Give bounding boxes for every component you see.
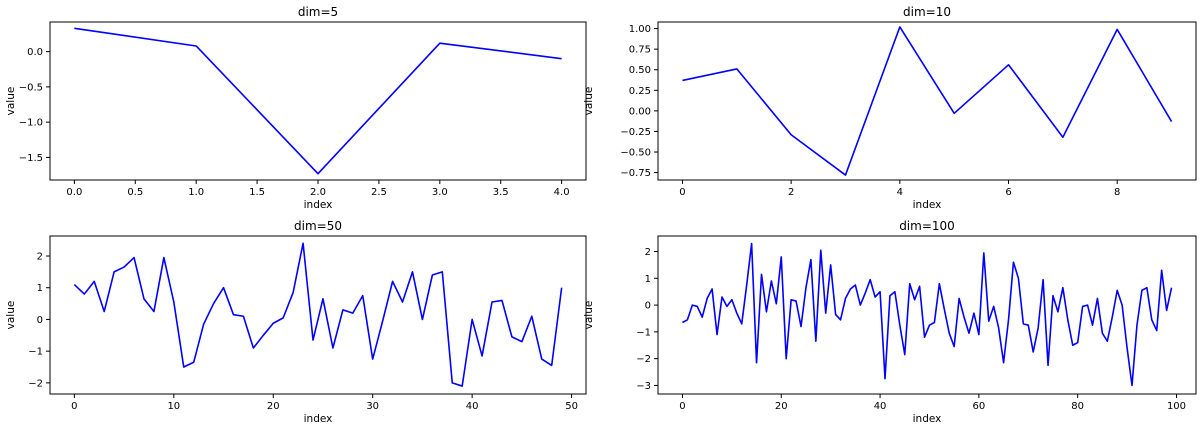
chart-title: dim=50: [294, 219, 342, 233]
chart-title: dim=10: [903, 5, 951, 19]
x-tick-label: 20: [267, 401, 280, 412]
y-tick-label: 0.50: [629, 65, 651, 76]
y-tick-label: −1: [636, 327, 651, 338]
y-tick-label: 1.00: [629, 24, 651, 35]
y-tick-label: −1: [28, 347, 43, 358]
x-tick-label: 0.5: [127, 187, 143, 198]
x-tick-label: 0: [71, 401, 77, 412]
y-tick-label: −3: [636, 381, 651, 392]
y-tick-label: −0.5: [19, 82, 43, 93]
x-axis-label: index: [304, 413, 333, 425]
y-axis-label: value: [5, 87, 17, 116]
x-tick-label: 1.0: [188, 187, 204, 198]
x-tick-label: 100: [1167, 401, 1186, 412]
x-tick-label: 30: [366, 401, 379, 412]
y-tick-label: −2: [636, 354, 651, 365]
x-tick-label: 0: [679, 187, 685, 198]
subplot-4: dim=100 0 20 40 60 80 100 2 1 0 −1 −2 −3 index value: [583, 219, 1197, 425]
x-tick-label: 2.0: [310, 187, 326, 198]
x-axis-label: index: [913, 199, 942, 211]
y-tick-label: −0.50: [620, 148, 651, 159]
x-tick-label: 50: [565, 401, 578, 412]
series-line: [682, 26, 1173, 176]
axes-frame: [49, 21, 587, 181]
x-tick-label: 60: [973, 401, 986, 412]
y-tick-label: −0.75: [620, 168, 651, 179]
x-tick-label: 3.5: [493, 187, 509, 198]
x-tick-label: 6: [1005, 187, 1011, 198]
axes-frame: [657, 21, 1197, 181]
y-tick-label: 0.25: [629, 86, 651, 97]
x-axis-label: index: [304, 199, 333, 211]
x-tick-label: 0: [679, 401, 685, 412]
y-tick-label: −1.0: [19, 118, 43, 129]
y-tick-label: −1.5: [19, 153, 43, 164]
x-tick-label: 1.5: [249, 187, 265, 198]
x-tick-label: 40: [874, 401, 887, 412]
axes-frame: [657, 235, 1197, 395]
series-line: [682, 242, 1173, 387]
subplot-2: dim=10 0 2 4 6 8 1.00 0.75 0.50 0.25 0.00 −0.25 −0.5…: [583, 5, 1197, 211]
x-tick-label: 0.0: [66, 187, 82, 198]
x-tick-label: 8: [1114, 187, 1120, 198]
x-tick-label: 4: [897, 187, 903, 198]
y-tick-label: 1: [37, 283, 43, 294]
y-tick-label: −0.25: [620, 127, 651, 138]
y-tick-label: 0.00: [629, 106, 651, 117]
y-tick-label: 0: [37, 315, 43, 326]
series-line: [73, 242, 563, 387]
x-tick-label: 10: [167, 401, 180, 412]
axes-frame: [49, 235, 587, 395]
y-tick-label: 0.0: [27, 47, 43, 58]
y-tick-label: 0: [645, 301, 651, 312]
y-axis-label: value: [583, 301, 595, 330]
y-tick-label: −2: [28, 378, 43, 389]
x-tick-label: 4.0: [554, 187, 570, 198]
x-axis-label: index: [913, 413, 942, 425]
series-line: [74, 27, 562, 175]
x-tick-label: 80: [1071, 401, 1084, 412]
x-tick-label: 2: [788, 187, 794, 198]
y-tick-label: 2: [37, 251, 43, 262]
chart-title: dim=100: [899, 219, 955, 233]
x-tick-label: 3.0: [432, 187, 448, 198]
y-tick-label: 2: [645, 247, 651, 258]
x-tick-label: 20: [775, 401, 788, 412]
x-tick-label: 2.5: [371, 187, 387, 198]
subplot-1: dim=5 0.0 0.5 1.0 1.5 2.0 2.5 3.0 3.5 4.0 0.0 −0.5 −…: [5, 5, 587, 211]
chart-title: dim=5: [298, 5, 338, 19]
y-tick-label: 1: [645, 274, 651, 285]
y-axis-label: value: [583, 87, 595, 116]
y-tick-label: 0.75: [629, 45, 651, 56]
x-tick-label: 40: [466, 401, 479, 412]
y-axis-label: value: [5, 301, 17, 330]
